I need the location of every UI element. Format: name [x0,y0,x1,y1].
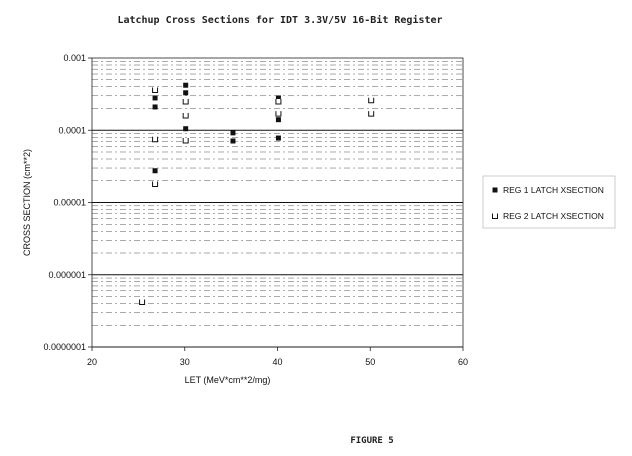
legend-marker [492,187,498,193]
x-tick-label: 60 [458,357,468,367]
reg2-data-point [368,111,375,117]
figure-label: FIGURE 5 [350,436,393,446]
plot-gridlines [92,61,463,348]
legend-box [482,175,616,229]
reg1-data-point [183,82,189,88]
legend-marker [492,213,498,219]
reg1-data-point [230,130,236,136]
reg1-data-point [183,126,189,132]
reg2-data-point [152,181,159,188]
reg2-data-point [275,111,282,117]
reg2-data-point [139,299,146,305]
reg2-data-point [182,113,189,119]
y-tick-label: 0.00001 [53,198,86,208]
x-tick-label: 20 [87,357,97,367]
reg2-data-point [368,97,375,104]
chart-title: Latchup Cross Sections for IDT 3.3V/5V 1… [117,14,442,26]
y-axis-label: CROSS SECTION (cm**2) [22,149,32,256]
y-tick-label: 0.0001 [58,125,86,135]
reg2-data-point [152,87,159,94]
reg1-data-point [152,95,158,101]
y-tick-label: 0.0000001 [43,342,86,352]
x-tick-label: 50 [365,357,375,367]
reg1-data-point [152,168,158,174]
reg2-data-point [182,98,189,105]
reg1-data-point [152,104,158,110]
reg1-data-point [230,138,236,144]
legend-entry: REG 1 LATCH XSECTION [503,185,604,195]
data-points [139,82,375,305]
reg1-data-point [275,135,281,141]
reg2-data-point [152,136,159,143]
reg1-data-point [183,90,189,96]
x-tick-label: 40 [272,357,282,367]
y-tick-label: 0.000001 [48,270,86,280]
x-axis-ticks: 20 30 40 50 60 [87,347,468,367]
reg1-data-point [275,117,281,123]
x-tick-label: 30 [180,357,190,367]
reg2-data-point [182,138,189,144]
x-axis-label: LET (MeV*cm**2/mg) [185,375,271,385]
reg2-data-point [275,98,282,105]
legend: REG 1 LATCH XSECTION REG 2 LATCH XSECTION [482,175,616,229]
legend-entry: REG 2 LATCH XSECTION [503,211,604,221]
y-tick-label: 0.001 [63,53,86,63]
reg1-data-point [275,95,281,101]
y-axis-ticks: 0.001 0.0001 0.00001 0.000001 0.0000001 [43,53,92,352]
